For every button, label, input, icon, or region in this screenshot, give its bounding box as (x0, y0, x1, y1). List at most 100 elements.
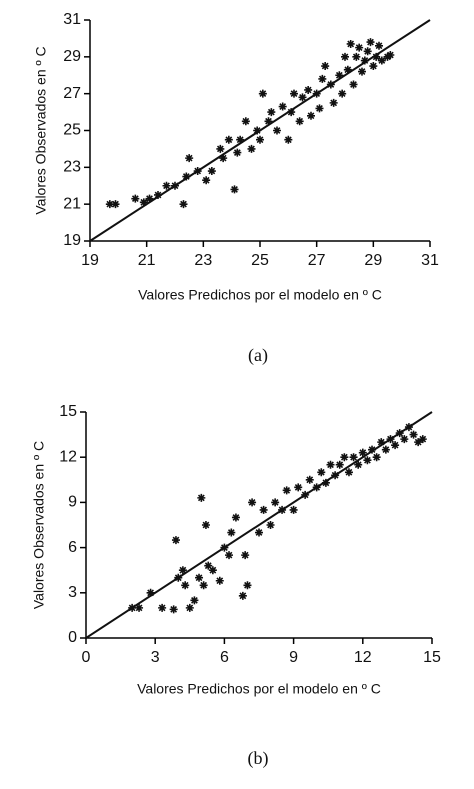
point (418, 435, 427, 444)
point (358, 448, 367, 457)
point (395, 429, 404, 438)
x-tick-label: 19 (81, 252, 99, 269)
point (247, 144, 256, 153)
point (294, 483, 303, 492)
point (238, 591, 247, 600)
point (171, 181, 179, 190)
y-tick-label: 15 (59, 403, 77, 420)
point (248, 498, 257, 507)
point (368, 445, 377, 454)
point (305, 475, 314, 484)
point (375, 41, 383, 50)
point (233, 148, 242, 157)
point (185, 603, 194, 612)
point (312, 89, 321, 98)
point (321, 478, 330, 487)
y-tick-label: 0 (68, 629, 77, 646)
point (377, 56, 386, 65)
point (225, 551, 234, 560)
point (284, 135, 293, 144)
point (220, 543, 229, 552)
point (267, 108, 276, 117)
y-tick-label: 9 (68, 494, 77, 511)
y-tick-label: 19 (63, 232, 81, 249)
point (338, 89, 347, 98)
x-tick-label: 31 (421, 252, 439, 269)
point (201, 521, 210, 529)
point (335, 71, 344, 80)
point (386, 50, 395, 59)
point (181, 581, 190, 590)
point (256, 135, 264, 144)
x-tick-label: 12 (354, 649, 372, 666)
reference-line (85, 411, 433, 639)
y-tick-label: 25 (63, 122, 81, 139)
y-tick-label: 6 (68, 539, 77, 556)
point (208, 566, 217, 575)
point (414, 438, 423, 447)
point (135, 603, 144, 612)
y-tick-label: 23 (63, 159, 81, 176)
point (355, 43, 364, 52)
point (360, 56, 369, 65)
y-axis-label: Valores Observados en º C (31, 441, 47, 609)
point (131, 194, 140, 203)
point (409, 430, 418, 439)
point (162, 181, 171, 190)
y-tick-label: 12 (59, 448, 77, 465)
caption: (b) (248, 748, 269, 769)
point (400, 435, 409, 444)
point (128, 603, 137, 612)
x-tick-label: 0 (82, 649, 91, 666)
x-tick-label: 23 (194, 252, 212, 269)
point (171, 536, 180, 545)
point (312, 483, 321, 492)
x-tick-label: 25 (251, 252, 269, 269)
point (182, 172, 191, 181)
point (178, 566, 187, 575)
point (154, 190, 162, 199)
point (315, 104, 324, 113)
point (236, 135, 245, 144)
y-tick-label: 21 (63, 195, 81, 212)
point (349, 80, 358, 89)
point (193, 167, 202, 176)
point (230, 185, 239, 194)
point (224, 135, 233, 144)
point (145, 194, 154, 203)
point (290, 89, 298, 98)
point (318, 74, 327, 83)
point (139, 198, 148, 207)
x-tick-label: 3 (151, 649, 160, 666)
point (335, 460, 344, 469)
point (207, 167, 216, 176)
point (372, 453, 381, 462)
point (372, 52, 381, 61)
point (190, 596, 199, 605)
point (264, 117, 273, 126)
y-axis-label: Valores Observados en º C (33, 46, 49, 214)
point (185, 154, 194, 163)
point (366, 38, 375, 47)
point (271, 498, 280, 507)
point (343, 65, 352, 74)
point (363, 456, 372, 465)
point (340, 453, 349, 462)
y-tick-label: 3 (68, 584, 77, 601)
point (352, 52, 361, 61)
point (204, 561, 213, 570)
point (331, 471, 340, 480)
x-tick-label: 9 (289, 649, 298, 666)
point (202, 176, 211, 185)
point (289, 505, 298, 514)
y-tick-label: 27 (63, 85, 81, 102)
point (255, 528, 263, 537)
point (199, 581, 208, 590)
y-tick-label: 29 (63, 48, 81, 65)
x-tick-label: 21 (138, 252, 156, 269)
point (243, 581, 252, 590)
point (179, 200, 188, 209)
point (326, 80, 335, 89)
point (295, 117, 304, 126)
point (321, 62, 330, 71)
